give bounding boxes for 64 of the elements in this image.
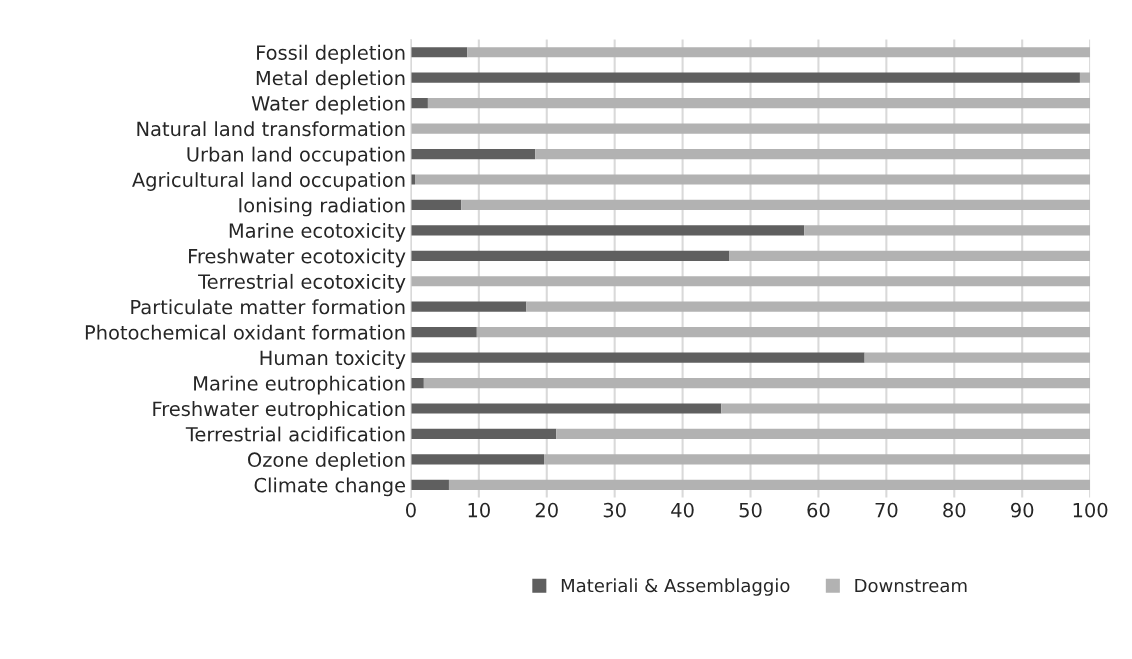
bar (410, 301, 527, 312)
bar (467, 47, 1091, 58)
bar (526, 301, 1091, 312)
x-tick-label: 40 (671, 502, 694, 518)
y-tick-label: Ozone depletion (248, 451, 405, 471)
bar (410, 47, 468, 58)
x-tick-label: 30 (603, 502, 626, 518)
bar (410, 98, 428, 109)
bar (410, 225, 805, 236)
bar (410, 403, 722, 414)
bar (410, 148, 536, 160)
bar (410, 479, 449, 490)
y-tick-label: Human toxicity (260, 350, 406, 370)
y-tick-label: Natural land transformation (137, 121, 405, 137)
x-tick-label: 0 (406, 502, 416, 518)
bar (410, 199, 462, 211)
y-tick-label: Agricultural land occupation (132, 172, 405, 191)
bar (461, 199, 1091, 211)
bar (410, 276, 1091, 287)
bar (410, 454, 545, 465)
y-tick-label: Fossil depletion (257, 44, 405, 64)
y-tick-label: Particulate matter formation (131, 299, 405, 315)
bar (410, 428, 557, 440)
bar (427, 98, 1091, 109)
bar (410, 377, 424, 389)
y-tick-label: Marine eutrophication (194, 375, 405, 395)
y-tick-label: Metal depletion (256, 70, 405, 90)
y-tick-label: Climate change (254, 477, 406, 497)
y-tick-label: Terrestrial acidification (185, 426, 405, 442)
x-tick-label: 50 (739, 502, 762, 518)
bar (864, 352, 1091, 363)
y-tick-label: Urban land occupation (187, 146, 405, 166)
y-tick-label: Terrestrial ecotoxicity (198, 273, 406, 293)
x-tick-label: 100 (1073, 502, 1108, 518)
y-tick-label: Marine ecotoxicity (229, 222, 406, 242)
bar (423, 377, 1091, 389)
bar (410, 72, 1080, 83)
x-tick-label: 90 (1011, 502, 1034, 518)
x-tick-label: 80 (943, 502, 966, 518)
y-tick-label: Water depletion (251, 95, 405, 115)
x-tick-label: 20 (535, 502, 558, 518)
bar (448, 479, 1091, 490)
bar (410, 327, 477, 338)
y-tick-label: Freshwater eutrophication (153, 401, 405, 420)
x-tick-label: 60 (807, 502, 830, 518)
legend-label: Materiali & Assemblaggio (561, 578, 790, 596)
legend-label: Downstream (855, 578, 967, 593)
y-tick-label: Photochemical oxidant formation (85, 324, 405, 340)
bar (721, 403, 1091, 414)
bar (410, 250, 730, 261)
bar (410, 352, 865, 363)
bar (1079, 72, 1091, 83)
bar (544, 454, 1091, 465)
x-tick-label: 70 (875, 502, 898, 518)
bar (414, 174, 1091, 185)
bar (476, 327, 1091, 338)
bar (556, 428, 1091, 440)
bar (535, 148, 1091, 160)
x-tick-label: 10 (468, 502, 490, 518)
y-tick-label: Freshwater ecotoxicity (189, 248, 406, 268)
bar (729, 250, 1091, 261)
bar (804, 225, 1091, 236)
bar (410, 123, 1091, 134)
y-tick-label: Ionising radiation (239, 197, 405, 217)
